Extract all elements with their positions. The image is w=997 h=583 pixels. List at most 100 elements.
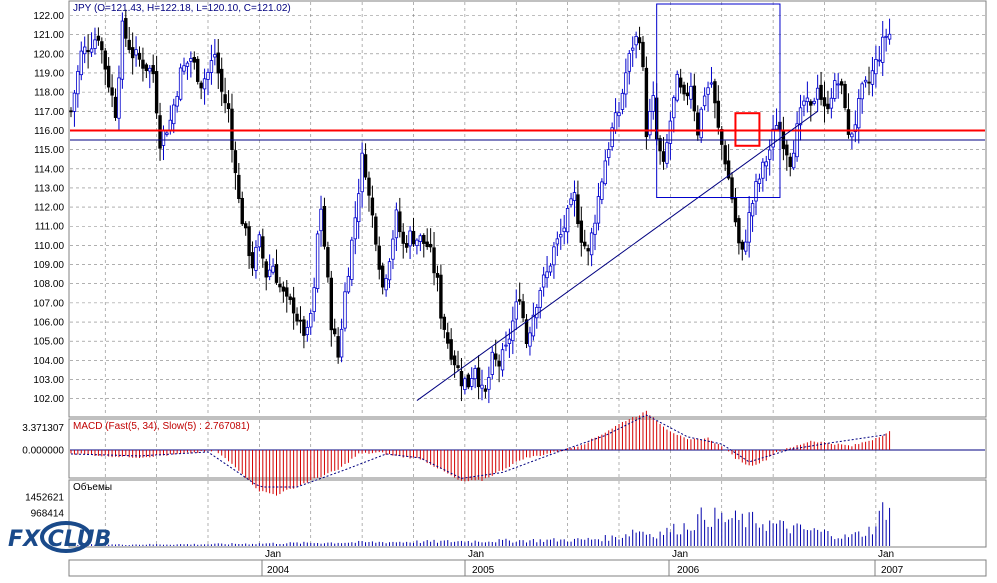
candle-body	[771, 128, 775, 148]
candle-body	[213, 54, 217, 58]
candle-body	[452, 355, 457, 366]
price-tick-label: 116.00	[34, 126, 64, 137]
candle-body	[387, 261, 392, 281]
candle-body	[754, 181, 758, 202]
candle-body	[822, 97, 827, 107]
candle-body	[600, 181, 604, 200]
candle-body	[569, 198, 573, 206]
candle-body	[805, 97, 810, 103]
candle-body	[148, 67, 152, 72]
candle-body	[168, 119, 173, 131]
candle-body	[682, 84, 686, 95]
candle-body	[504, 344, 508, 347]
candle-body	[106, 65, 111, 88]
price-tick-label: 110.00	[34, 241, 64, 252]
candle-body	[860, 83, 864, 100]
price-tick-label: 103.00	[33, 375, 64, 386]
candle-body	[500, 349, 505, 371]
candle-body	[689, 85, 693, 100]
candle-body	[483, 388, 488, 392]
year-tick-label: 2006	[677, 565, 700, 576]
month-tick-label: Jan	[878, 549, 894, 560]
candle-body	[706, 87, 710, 95]
candle-body	[750, 203, 755, 217]
candle-body	[737, 218, 741, 244]
candle-body	[867, 81, 871, 84]
candle-body	[291, 297, 296, 314]
candle-body	[593, 222, 597, 235]
candle-body	[887, 33, 892, 40]
candle-body	[219, 68, 224, 92]
candle-body	[398, 211, 402, 233]
price-tick-label: 121.00	[33, 30, 64, 41]
candle-body	[692, 85, 697, 112]
candle-body	[853, 124, 858, 133]
candle-body	[295, 313, 299, 322]
candle-body	[470, 378, 474, 387]
candle-body	[185, 62, 190, 67]
candle-body	[223, 94, 227, 104]
candle-body	[86, 50, 90, 53]
candle-body	[428, 243, 433, 248]
price-tick-label: 106.00	[33, 318, 64, 329]
year-tick-label: 2004	[267, 565, 290, 576]
candle-body	[603, 160, 607, 185]
candle-body	[819, 84, 823, 100]
candle-body	[884, 35, 888, 38]
candle-body	[134, 49, 138, 56]
candle-body	[79, 50, 83, 76]
candle-body	[182, 65, 186, 72]
candle-body	[261, 236, 265, 259]
candle-body	[380, 265, 385, 288]
candle-body	[716, 100, 721, 128]
candle-body	[250, 252, 255, 269]
candle-body	[233, 150, 238, 174]
candle-body	[538, 290, 542, 308]
candle-body	[791, 152, 796, 169]
candle-body	[309, 313, 313, 328]
candle-body	[319, 208, 323, 232]
candle-body	[278, 283, 282, 288]
candle-body	[456, 365, 460, 369]
candle-body	[172, 104, 176, 125]
candle-body	[531, 314, 536, 337]
candle-body	[723, 145, 727, 165]
candle-body	[254, 246, 258, 271]
candle-body	[696, 112, 700, 136]
price-tick-label: 112.00	[34, 203, 64, 214]
candle-body	[672, 97, 676, 119]
candle-body	[267, 269, 272, 278]
candle-body	[836, 83, 840, 86]
candle-body	[103, 50, 107, 70]
symbol-header: JPY (O=121.43, H=122.18, L=120.10, C=121…	[73, 3, 291, 14]
price-tick-label: 114.00	[34, 164, 64, 175]
candle-body	[165, 132, 169, 135]
candle-body	[96, 35, 101, 41]
candle-body	[617, 112, 621, 117]
candle-body	[565, 208, 570, 233]
price-tick-label: 104.00	[33, 356, 64, 367]
candle-body	[507, 338, 512, 344]
candle-body	[401, 231, 405, 244]
candle-body	[158, 115, 162, 149]
candle-body	[298, 319, 303, 322]
candle-body	[596, 196, 601, 224]
candle-body	[288, 296, 292, 300]
candle-body	[343, 291, 347, 329]
price-tick-label: 113.00	[34, 183, 64, 194]
month-tick-label: Jan	[672, 549, 688, 560]
candle-body	[463, 378, 467, 391]
candle-body	[648, 110, 652, 136]
candle-body	[202, 78, 207, 90]
candle-body	[360, 152, 364, 193]
candle-body	[637, 37, 642, 44]
candle-body	[384, 278, 388, 291]
candle-body	[69, 110, 73, 113]
price-tick-label: 108.00	[33, 279, 64, 290]
candle-body	[685, 92, 690, 97]
candle-body	[517, 299, 522, 302]
candle-body	[521, 301, 525, 319]
candle-body	[843, 83, 847, 109]
price-tick-label: 105.00	[33, 337, 64, 348]
